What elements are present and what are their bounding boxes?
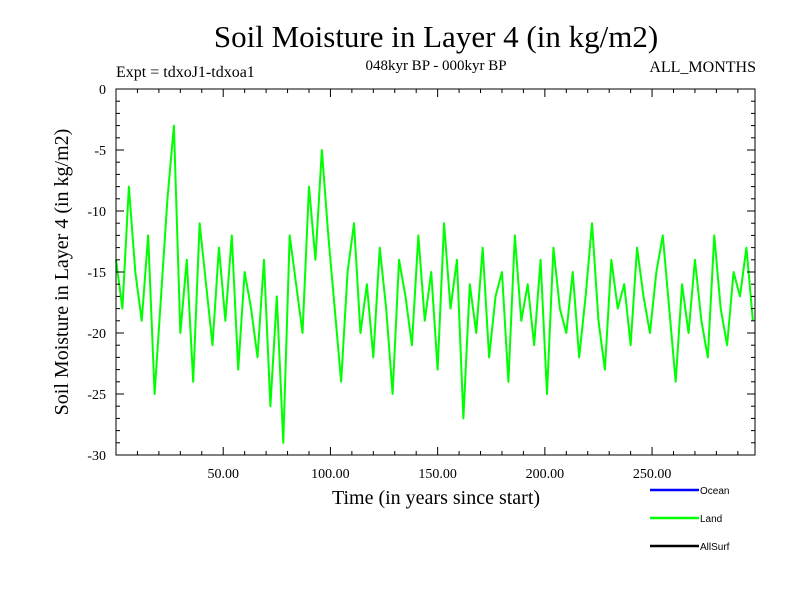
y-tick-label: -30 [87,449,106,464]
legend-label-land: Land [700,514,722,525]
period-label: ALL_MONTHS [649,59,756,76]
x-axis-label: Time (in years since start) [332,487,540,509]
y-axis-label: Soil Moisture in Layer 4 (in kg/m2) [51,129,73,416]
chart-subtitle: 048kyr BP - 000kyr BP [365,58,506,74]
chart-title: Soil Moisture in Layer 4 (in kg/m2) [214,19,658,54]
series-layer [115,124,754,444]
y-tick-label: 0 [99,83,106,98]
x-tick-label: 200.00 [526,467,565,482]
x-tick-label: 100.00 [311,467,350,482]
legend-label-ocean: Ocean [700,486,729,497]
experiment-label: Expt = tdxoJ1-tdxoa1 [116,64,255,81]
x-tick-label: 150.00 [418,467,457,482]
x-tick-label: 250.00 [633,467,672,482]
y-tick-label: -15 [87,266,106,281]
series-line-land [115,124,754,444]
ticks-layer: 50.00 100.00 150.00 200.00 250.00 0 -5 -10 -15 -2… [87,83,755,482]
y-tick-label: -10 [87,205,106,220]
y-tick-label: -5 [94,144,106,159]
legend-label-allsurf: AllSurf [700,542,730,553]
legend: Ocean Land AllSurf [650,486,730,553]
y-tick-label: -20 [87,327,106,342]
y-tick-label: -25 [87,388,106,403]
x-tick-label: 50.00 [207,467,239,482]
